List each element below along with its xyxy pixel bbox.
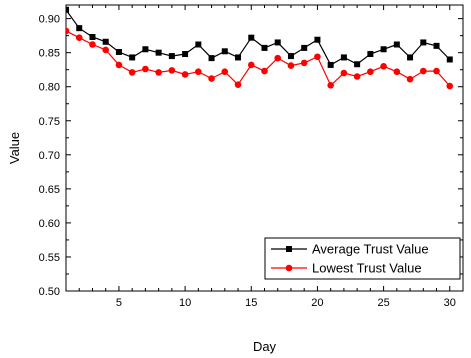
- y-tick-label: 0.70: [39, 150, 60, 162]
- data-point-circle: [446, 82, 454, 90]
- data-point-circle: [406, 75, 414, 83]
- data-point-square: [367, 51, 374, 58]
- data-point-circle: [380, 62, 387, 70]
- data-point-square: [66, 6, 69, 13]
- y-tick-label: 0.85: [39, 48, 60, 60]
- legend-label: Lowest Trust Value: [312, 261, 422, 276]
- x-tick-label: 15: [245, 297, 257, 309]
- legend-marker-square: [286, 246, 292, 252]
- data-point-square: [76, 25, 83, 32]
- data-point-square: [195, 41, 202, 48]
- data-point-square: [89, 34, 96, 41]
- legend: Average Trust Value Lowest Trust Value: [264, 237, 461, 280]
- x-tick-label: 30: [444, 297, 456, 309]
- data-point-circle: [75, 34, 83, 41]
- data-point-square: [446, 56, 453, 63]
- data-point-square: [102, 38, 109, 45]
- data-point-circle: [327, 82, 334, 89]
- data-point-circle: [340, 69, 348, 77]
- y-tick-label: 0.65: [39, 184, 60, 196]
- data-point-square: [115, 48, 122, 55]
- data-point-square: [327, 61, 334, 68]
- data-point-square: [208, 55, 215, 62]
- data-point-circle: [261, 67, 268, 75]
- data-point-circle: [274, 54, 282, 62]
- y-tick-label: 0.60: [39, 218, 60, 230]
- y-tick-label: 0.90: [39, 14, 60, 26]
- series-layer: [66, 6, 454, 90]
- data-point-circle: [128, 69, 136, 76]
- y-tick-label: 0.80: [39, 82, 60, 94]
- data-point-square: [354, 61, 361, 68]
- data-point-circle: [168, 67, 176, 74]
- data-point-square: [301, 44, 308, 51]
- data-point-square: [340, 54, 347, 61]
- data-point-circle: [287, 62, 295, 69]
- x-tick-label: 5: [116, 297, 122, 309]
- data-point-square: [221, 48, 228, 55]
- data-point-square: [129, 54, 136, 61]
- data-point-square: [142, 46, 149, 53]
- series-group: [66, 6, 454, 90]
- data-point-circle: [115, 61, 123, 69]
- data-point-square: [407, 54, 414, 61]
- x-tick-label: 25: [377, 297, 389, 309]
- data-point-square: [420, 39, 427, 46]
- data-point-circle: [300, 59, 308, 67]
- data-point-square: [168, 53, 175, 60]
- y-tick-label: 0.75: [39, 116, 60, 128]
- data-point-circle: [66, 27, 70, 35]
- data-point-circle: [89, 41, 96, 48]
- data-point-circle: [367, 68, 374, 76]
- series-line-1: [66, 9, 451, 66]
- data-point-square: [314, 36, 321, 43]
- data-point-circle: [234, 81, 242, 88]
- data-point-square: [182, 51, 189, 58]
- data-point-circle: [433, 67, 440, 75]
- legend-label: Average Trust Value: [312, 242, 429, 257]
- data-point-circle: [181, 71, 189, 78]
- legend-box: [264, 237, 461, 280]
- data-point-circle: [393, 68, 401, 76]
- y-tick-label: 0.50: [39, 286, 60, 298]
- x-tick-label: 20: [311, 297, 323, 309]
- data-point-square: [235, 54, 242, 61]
- data-point-circle: [208, 75, 215, 82]
- data-point-circle: [155, 69, 162, 76]
- data-point-square: [287, 53, 294, 60]
- data-point-circle: [102, 46, 109, 54]
- legend-marker-circle: [285, 264, 293, 272]
- data-point-square: [433, 42, 440, 49]
- data-point-circle: [314, 53, 321, 61]
- x-axis-label: Day: [253, 339, 277, 354]
- y-axis-label: Value: [7, 132, 22, 164]
- series-line-2: [66, 30, 451, 87]
- data-point-square: [261, 44, 268, 51]
- data-point-circle: [195, 68, 202, 76]
- x-tick-label: 10: [179, 297, 191, 309]
- data-point-square: [155, 49, 162, 56]
- y-tick-label: 0.55: [39, 252, 60, 264]
- data-point-square: [248, 34, 255, 41]
- data-point-circle: [247, 61, 255, 69]
- data-point-circle: [221, 68, 229, 76]
- data-point-square: [274, 39, 281, 46]
- axes: 5 10 15 20 25 30 0.50 0.55 0.60 0.65 0.70 0.75 0.80 0…: [39, 4, 464, 309]
- data-point-square: [393, 41, 400, 48]
- data-point-circle: [142, 65, 149, 73]
- data-point-square: [380, 46, 387, 53]
- data-point-circle: [420, 67, 427, 75]
- data-point-circle: [353, 73, 361, 80]
